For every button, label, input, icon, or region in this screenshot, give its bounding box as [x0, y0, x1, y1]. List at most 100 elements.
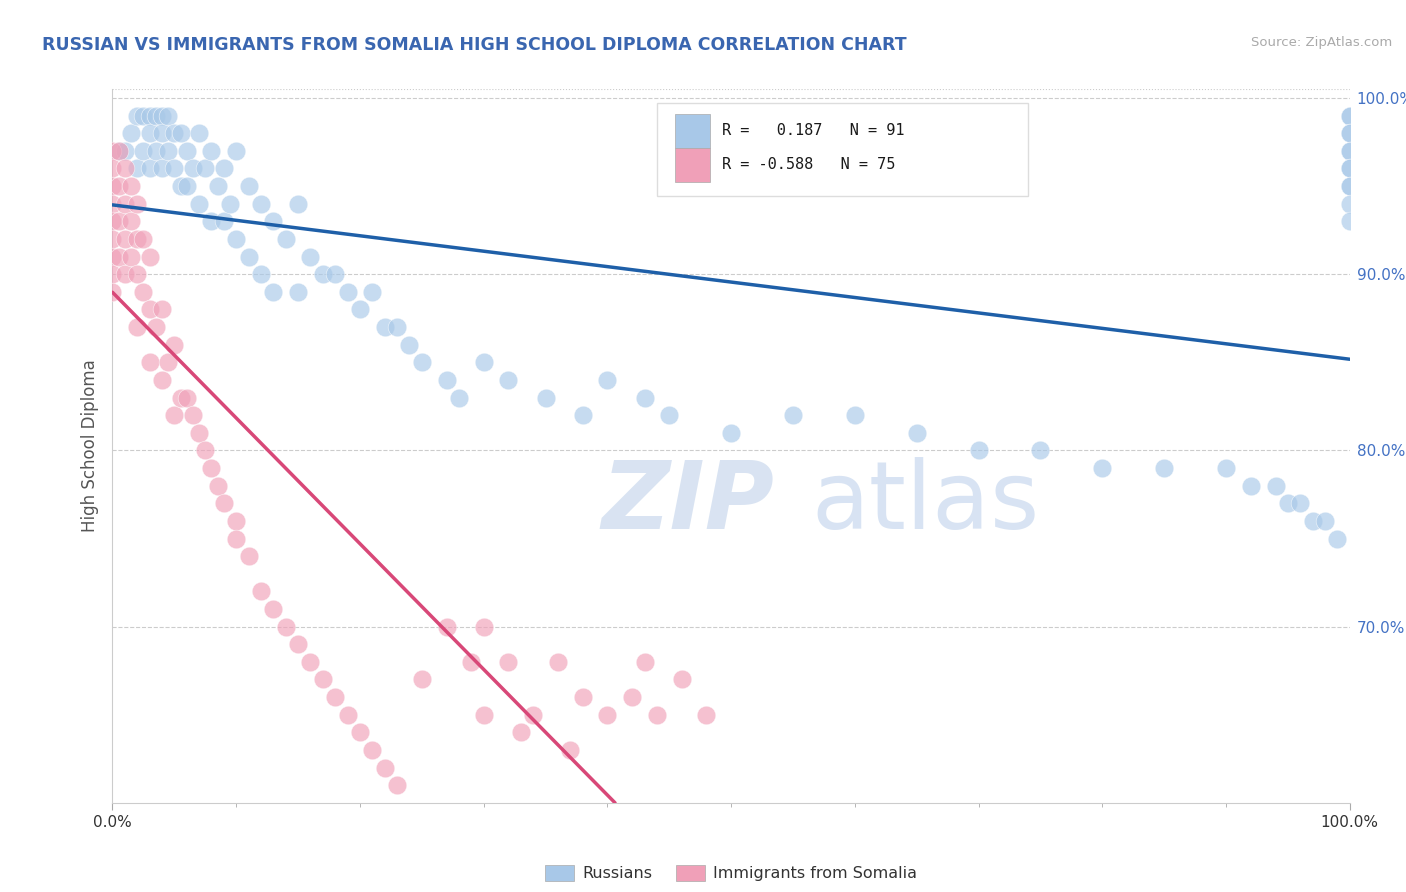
Point [498, 655, 520, 669]
Point [522, 707, 544, 722]
Point [447, 391, 470, 405]
Point [1339, 161, 1361, 176]
Point [398, 337, 420, 351]
Point [671, 673, 693, 687]
Point [127, 161, 149, 176]
Text: R =   0.187   N = 91: R = 0.187 N = 91 [723, 123, 905, 138]
Point [145, 144, 167, 158]
Point [323, 690, 346, 704]
Point [411, 673, 433, 687]
Point [101, 144, 124, 158]
Point [509, 725, 531, 739]
Point [163, 126, 186, 140]
Point [101, 196, 124, 211]
Point [312, 267, 335, 281]
Point [127, 196, 149, 211]
Point [127, 109, 149, 123]
Point [1339, 126, 1361, 140]
Point [436, 373, 458, 387]
Point [312, 673, 335, 687]
Point [138, 161, 160, 176]
Point [1339, 126, 1361, 140]
Point [436, 619, 458, 633]
Point [169, 126, 191, 140]
Point [132, 285, 155, 299]
Point [200, 461, 222, 475]
Point [157, 144, 180, 158]
Point [132, 144, 155, 158]
Point [547, 655, 569, 669]
Point [782, 408, 804, 422]
Point [1339, 144, 1361, 158]
Point [720, 425, 742, 440]
Point [138, 126, 160, 140]
Point [596, 707, 619, 722]
Point [200, 214, 222, 228]
Point [169, 179, 191, 194]
Text: RUSSIAN VS IMMIGRANTS FROM SOMALIA HIGH SCHOOL DIPLOMA CORRELATION CHART: RUSSIAN VS IMMIGRANTS FROM SOMALIA HIGH … [42, 36, 907, 54]
Point [534, 391, 557, 405]
Point [145, 109, 167, 123]
FancyBboxPatch shape [675, 148, 710, 182]
Point [1029, 443, 1052, 458]
Point [385, 778, 408, 792]
Point [127, 232, 149, 246]
Point [1339, 214, 1361, 228]
Point [411, 355, 433, 369]
Point [1240, 478, 1263, 492]
Point [695, 707, 717, 722]
Point [207, 478, 229, 492]
Point [1153, 461, 1175, 475]
Text: Source: ZipAtlas.com: Source: ZipAtlas.com [1251, 36, 1392, 49]
Point [844, 408, 866, 422]
Point [194, 161, 217, 176]
Point [645, 707, 668, 722]
Point [200, 144, 222, 158]
Point [188, 425, 211, 440]
Point [361, 285, 384, 299]
Point [145, 320, 167, 334]
Point [1277, 496, 1299, 510]
Point [107, 214, 129, 228]
Point [385, 320, 408, 334]
Point [596, 373, 619, 387]
Point [138, 355, 160, 369]
Y-axis label: High School Diploma: High School Diploma [80, 359, 98, 533]
Point [374, 760, 396, 774]
Point [238, 250, 260, 264]
Point [1215, 461, 1237, 475]
Point [1339, 144, 1361, 158]
Point [374, 320, 396, 334]
FancyBboxPatch shape [657, 103, 1028, 196]
Point [262, 214, 284, 228]
Point [349, 302, 371, 317]
Point [262, 602, 284, 616]
Point [138, 250, 160, 264]
Point [498, 373, 520, 387]
Point [157, 109, 180, 123]
Point [250, 196, 273, 211]
Point [114, 196, 136, 211]
Text: atlas: atlas [811, 457, 1040, 549]
Point [188, 196, 211, 211]
Point [287, 196, 309, 211]
Point [621, 690, 644, 704]
Legend: Russians, Immigrants from Somalia: Russians, Immigrants from Somalia [538, 858, 924, 888]
Point [1091, 461, 1114, 475]
Point [361, 743, 384, 757]
FancyBboxPatch shape [675, 114, 710, 148]
Point [138, 109, 160, 123]
Point [472, 619, 495, 633]
Point [571, 408, 593, 422]
Point [472, 355, 495, 369]
Point [120, 214, 142, 228]
Point [101, 285, 124, 299]
Point [336, 707, 359, 722]
Point [101, 267, 124, 281]
Point [114, 144, 136, 158]
Point [101, 179, 124, 194]
Point [460, 655, 482, 669]
Text: ZIP: ZIP [602, 457, 775, 549]
Point [188, 126, 211, 140]
Point [176, 144, 198, 158]
